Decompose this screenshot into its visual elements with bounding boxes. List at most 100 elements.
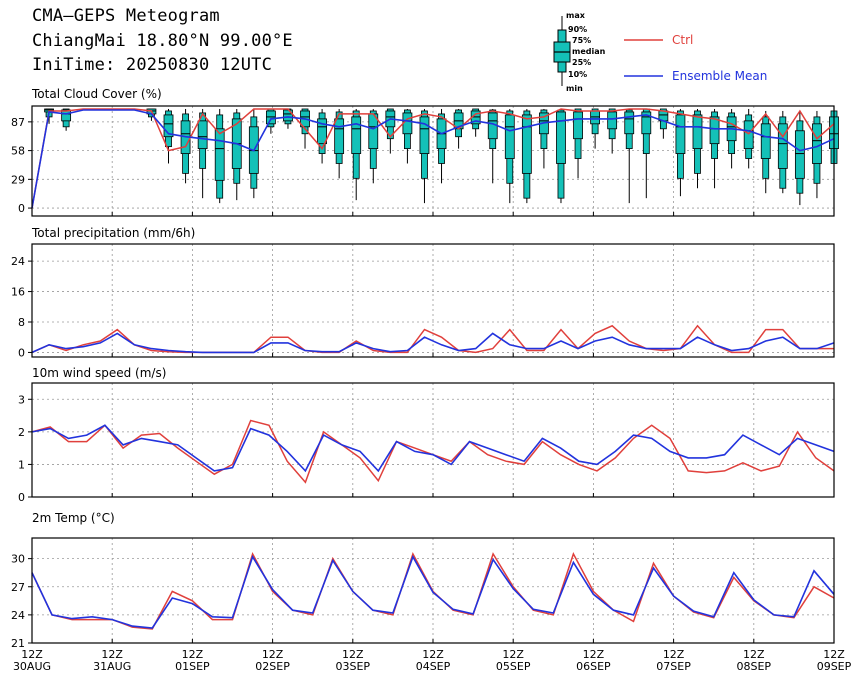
- box-inner: [334, 118, 345, 154]
- ctrl-series-line: [31, 108, 835, 209]
- ensemble-box: [777, 110, 788, 194]
- box-inner: [709, 116, 720, 145]
- box-inner: [777, 123, 788, 169]
- x-tick-hour: 12Z: [422, 648, 444, 661]
- chart-title: CMA—GEPS Meteogram: [32, 6, 220, 26]
- legend-ctrl-label: Ctrl: [672, 33, 694, 47]
- init-time-label: IniTime: 20250830 12UTC: [32, 55, 273, 75]
- ensemble-box: [197, 108, 208, 199]
- panel-title: 10m wind speed (m/s): [32, 366, 166, 380]
- box-inner: [812, 123, 822, 164]
- x-tick-hour: 12Z: [743, 648, 765, 661]
- x-tick-date: 30AUG: [13, 660, 51, 673]
- ensemble-box: [453, 108, 464, 149]
- mean-series-line: [31, 424, 835, 473]
- x-tick-hour: 12Z: [101, 648, 123, 661]
- y-tick-label: 0: [18, 202, 25, 215]
- y-tick-label: 27: [11, 581, 25, 594]
- box-inner: [61, 109, 72, 122]
- y-tick-label: 1: [18, 458, 25, 471]
- x-tick-date: 03SEP: [336, 660, 371, 673]
- legend-box-label: 75%: [572, 36, 591, 45]
- legend-box-label: median: [572, 47, 606, 56]
- box-inner: [351, 116, 362, 154]
- y-tick-label: 29: [11, 173, 25, 186]
- panel-3: [28, 537, 835, 644]
- box-inner: [197, 120, 208, 150]
- ensemble-box: [402, 108, 413, 164]
- box-inner: [641, 111, 652, 135]
- legend-box-label: 10%: [568, 70, 587, 79]
- panel-frame: [31, 382, 835, 498]
- x-tick-hour: 12Z: [182, 648, 204, 661]
- ensemble-box: [470, 108, 481, 137]
- legend-box-label: max: [566, 11, 586, 20]
- legend-box-label: 90%: [568, 25, 587, 34]
- ensemble-box: [624, 108, 635, 204]
- panel-title: Total Cloud Cover (%): [31, 87, 162, 101]
- ensemble-box: [231, 108, 242, 201]
- ensemble-box: [521, 108, 532, 204]
- box-inner: [504, 114, 515, 159]
- x-tick-date: 31AUG: [93, 660, 131, 673]
- box-inner: [317, 118, 327, 145]
- panel-1: [28, 243, 835, 358]
- x-tick-hour: 12Z: [502, 648, 524, 661]
- y-tick-label: 16: [11, 286, 25, 299]
- ensemble-box: [743, 108, 754, 169]
- y-tick-label: 3: [18, 393, 25, 406]
- x-tick-hour: 12Z: [342, 648, 364, 661]
- panel-frame: [31, 105, 835, 217]
- ensemble-box: [214, 108, 225, 204]
- ensemble-box: [812, 110, 822, 199]
- x-tick-date: 01SEP: [175, 660, 210, 673]
- ctrl-series-line: [31, 324, 834, 354]
- box-inner: [743, 120, 754, 150]
- ensemble-box: [692, 108, 703, 189]
- legend-mean-label: Ensemble Mean: [672, 69, 768, 83]
- ensemble-box: [163, 108, 174, 164]
- x-tick-hour: 12Z: [262, 648, 284, 661]
- y-tick-label: 30: [11, 553, 25, 566]
- panel-0: [28, 105, 839, 217]
- box-inner: [624, 111, 635, 135]
- y-tick-label: 2: [18, 426, 25, 439]
- ensemble-box: [248, 108, 259, 199]
- ensemble-box: [504, 108, 515, 204]
- location-label: ChiangMai 18.80°N 99.00°E: [32, 31, 293, 51]
- ensemble-box: [641, 108, 652, 199]
- y-tick-label: 0: [18, 491, 25, 504]
- y-tick-label: 0: [18, 346, 25, 359]
- box-inner: [419, 116, 430, 154]
- panel-frame: [31, 243, 835, 358]
- ensemble-box: [675, 108, 686, 197]
- box-inner: [163, 114, 174, 138]
- x-tick-hour: 12Z: [583, 648, 605, 661]
- panel-title: 2m Temp (°C): [32, 511, 115, 525]
- ensemble-box: [385, 108, 396, 154]
- ensemble-box: [709, 108, 720, 189]
- x-tick-date: 09SEP: [817, 660, 852, 673]
- x-tick-date: 02SEP: [255, 660, 290, 673]
- ensemble-box: [436, 108, 447, 184]
- legend-box-label: 25%: [572, 58, 591, 67]
- box-inner: [692, 114, 703, 150]
- y-tick-label: 58: [11, 145, 25, 158]
- box-inner: [794, 130, 805, 179]
- box-inner: [521, 114, 532, 174]
- legend-box-glyph: [553, 16, 571, 86]
- legend-box-label: min: [566, 84, 583, 93]
- x-tick-hour: 12Z: [823, 648, 845, 661]
- box-inner: [675, 114, 686, 154]
- x-tick-date: 08SEP: [737, 660, 772, 673]
- y-tick-label: 24: [11, 255, 25, 268]
- ensemble-box: [658, 108, 669, 139]
- ensemble-box: [726, 108, 737, 169]
- ensemble-box: [760, 110, 771, 194]
- x-tick-date: 04SEP: [416, 660, 451, 673]
- mean-series-line: [31, 554, 835, 629]
- x-tick-hour: 12Z: [21, 648, 43, 661]
- panel-frame: [31, 537, 835, 644]
- y-tick-label: 24: [11, 609, 25, 622]
